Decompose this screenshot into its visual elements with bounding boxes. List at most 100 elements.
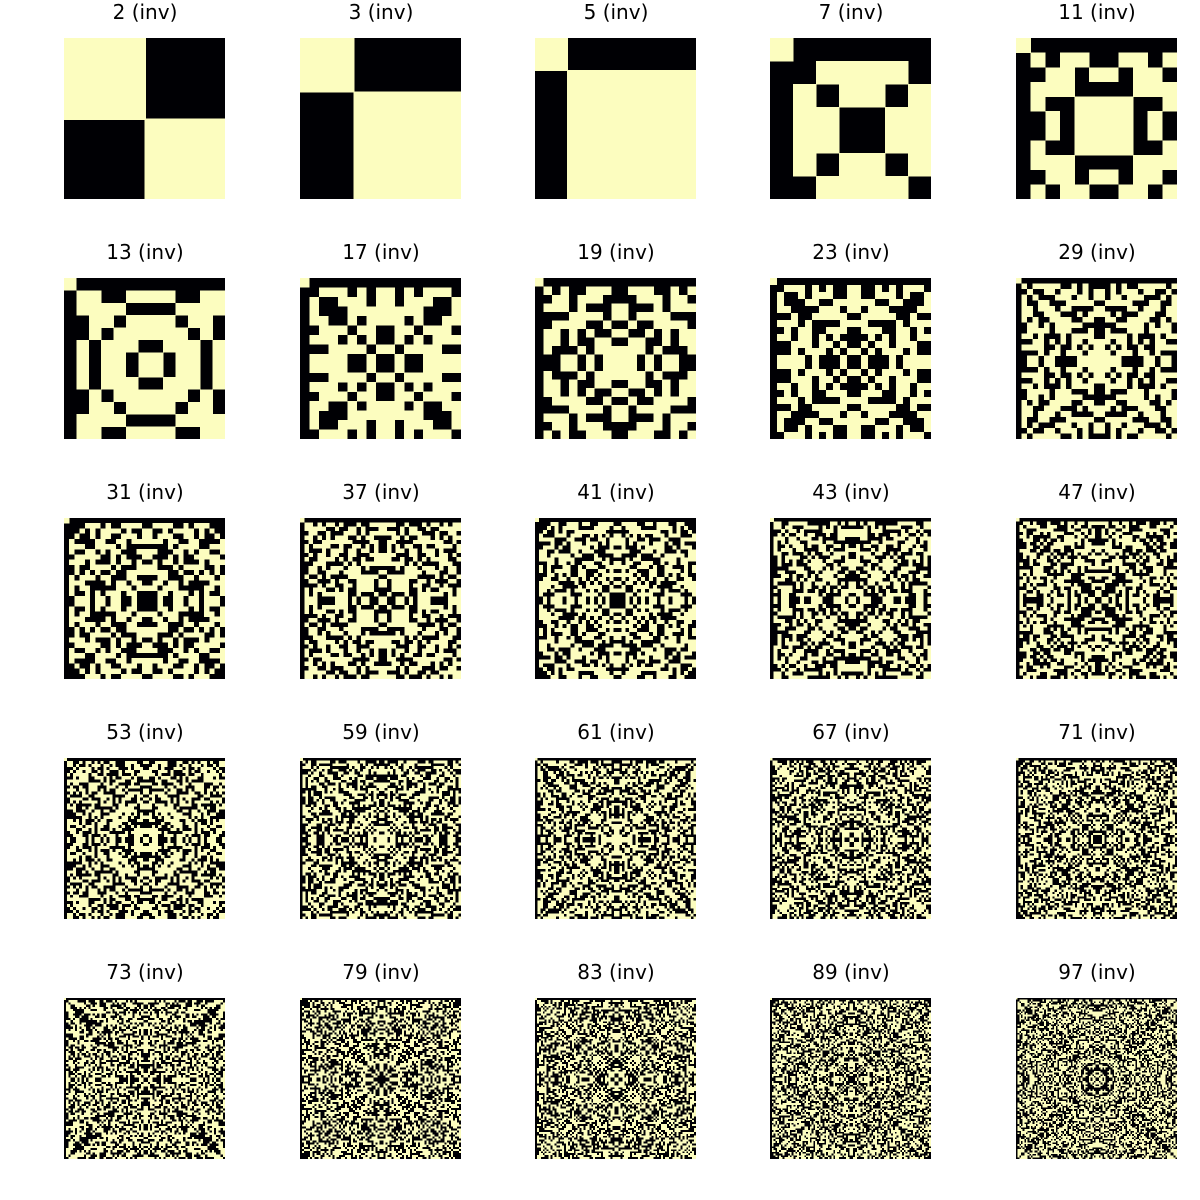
- heatmap-cell: [882, 348, 890, 356]
- heatmap-cell: [1115, 394, 1122, 401]
- heatmap-cell: [854, 292, 862, 300]
- heatmap-cell: [417, 587, 422, 593]
- heatmap-cell: [660, 659, 665, 664]
- heatmap-cell: [617, 635, 622, 640]
- heatmap-cell: [680, 624, 685, 629]
- heatmap-cell: [577, 303, 587, 313]
- heatmap-cell: [916, 622, 920, 627]
- heatmap-cell: [1101, 600, 1106, 604]
- heatmap-cell: [859, 660, 864, 665]
- heatmap-cell: [625, 671, 630, 676]
- heatmap-cell: [426, 565, 431, 571]
- heatmap-cell: [1032, 327, 1039, 334]
- heatmap-cell: [619, 311, 629, 321]
- heatmap-cell: [538, 639, 543, 644]
- heatmap-cell: [1039, 610, 1044, 614]
- heatmap-cell: [692, 565, 696, 570]
- heatmap-cell: [1081, 569, 1085, 573]
- heatmap-cell: [1149, 589, 1154, 594]
- heatmap-cell: [625, 533, 630, 538]
- heatmap-cell: [1091, 596, 1095, 601]
- heatmap-cell: [570, 675, 575, 679]
- heatmap-cell: [1104, 366, 1111, 373]
- heatmap-cell: [365, 648, 370, 653]
- heatmap-cell: [88, 389, 102, 403]
- heatmap-cell: [219, 575, 225, 581]
- heatmap-cell: [660, 525, 665, 530]
- heatmap-cell: [382, 639, 388, 645]
- heatmap-cell: [641, 635, 646, 640]
- heatmap-cell: [343, 657, 348, 662]
- heatmap-cell: [1019, 548, 1023, 553]
- heatmap-cell: [818, 652, 823, 657]
- heatmap-cell: [844, 664, 849, 668]
- heatmap-cell: [413, 570, 418, 575]
- heatmap-cell: [173, 538, 179, 545]
- heatmap-cell: [434, 570, 440, 575]
- heatmap-cell: [773, 577, 778, 582]
- heatmap-cell: [589, 608, 594, 613]
- heatmap-cell: [798, 292, 806, 300]
- heatmap-cell: [692, 584, 696, 589]
- heatmap-cell: [788, 641, 793, 646]
- heatmap-cell: [777, 397, 785, 405]
- heatmap-cell: [1050, 528, 1054, 532]
- heatmap-cell: [1081, 593, 1085, 597]
- heatmap-cell: [861, 313, 869, 321]
- heatmap-cell: [334, 587, 340, 593]
- heatmap-cell: [852, 600, 857, 605]
- heatmap-cell: [833, 626, 838, 631]
- heatmap-cell: [560, 430, 570, 439]
- heatmap-cell: [692, 627, 696, 632]
- heatmap-cell: [560, 286, 570, 296]
- heatmap-cell: [871, 619, 875, 623]
- heatmap-cell: [833, 607, 838, 612]
- heatmap-cell: [793, 107, 817, 131]
- heatmap-cell: [1173, 603, 1177, 608]
- heatmap-cell: [924, 411, 931, 419]
- heatmap-cell: [664, 596, 669, 601]
- heatmap-cell: [369, 587, 375, 593]
- heatmap-cell: [1146, 552, 1150, 556]
- heatmap-cell: [1077, 562, 1082, 567]
- heatmap-cell: [867, 589, 872, 593]
- heatmap-cell: [1050, 610, 1054, 614]
- heatmap-cell: [1143, 339, 1150, 345]
- heatmap-cell: [652, 667, 657, 672]
- heatmap-cell: [803, 645, 808, 650]
- heatmap-cell: [625, 572, 630, 577]
- heatmap-cell: [538, 580, 543, 585]
- heatmap-cell: [551, 396, 561, 406]
- heatmap-cell: [889, 355, 897, 363]
- heatmap-cell: [1138, 311, 1144, 317]
- heatmap-cell: [1118, 562, 1123, 567]
- heatmap-cell: [818, 611, 823, 616]
- heatmap-cell: [551, 413, 561, 423]
- heatmap-cell: [339, 535, 344, 540]
- heatmap-cell: [687, 371, 696, 380]
- heatmap-cell: [347, 670, 353, 675]
- heatmap-cell: [867, 630, 872, 635]
- heatmap-cell: [874, 622, 879, 627]
- heatmap-cell: [76, 290, 90, 304]
- heatmap-cell: [1029, 593, 1034, 597]
- heatmap-cell: [378, 522, 383, 527]
- heatmap-cell: [848, 600, 853, 605]
- heatmap-cell: [637, 541, 642, 546]
- heatmap-cell: [157, 601, 163, 607]
- heatmap-cell: [924, 418, 931, 426]
- heatmap-cell: [334, 591, 340, 597]
- heatmap-cell: [1115, 589, 1119, 594]
- heatmap-cell: [562, 663, 567, 668]
- heatmap-cell: [452, 644, 457, 649]
- heatmap-cell: [1021, 400, 1028, 406]
- heatmap-cell: [1118, 610, 1123, 614]
- heatmap-cell: [404, 344, 414, 354]
- heatmap-cell: [633, 584, 638, 589]
- heatmap-cell: [1019, 603, 1023, 608]
- heatmap-cell: [417, 596, 422, 601]
- heatmap-cell: [404, 652, 409, 658]
- heatmap-cell: [663, 102, 696, 136]
- heatmap-cell: [676, 647, 681, 652]
- heatmap-cell: [847, 348, 855, 356]
